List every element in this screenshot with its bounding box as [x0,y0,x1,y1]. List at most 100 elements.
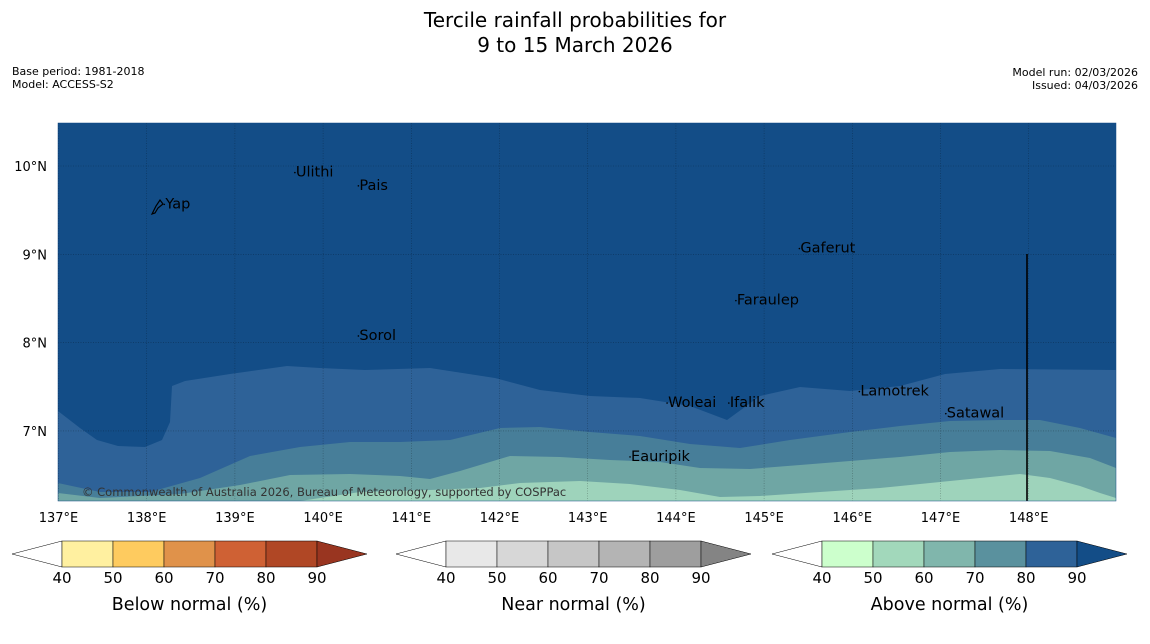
colorbar-tick-label: 80 [1016,569,1035,587]
place-label: Ifalik [730,395,765,411]
place-labels: Yap Ulithi Pais Gaferut Faraulep Sorol Lamotre… [163,165,1004,465]
colorbar: 40 50 60 70 80 90 Below normal (%) [11,540,368,615]
longitude-tick-label: 140°E [303,511,343,526]
colorbar-tick-label: 90 [307,569,326,587]
colorbar-segment [872,540,925,568]
island-marker [798,247,801,250]
probability-band-50 [300,474,1116,501]
colorbar-segment [649,540,702,568]
place-label: Sorol [359,328,396,344]
longitude-tick-label: 138°E [127,511,167,526]
longitude-tick-label: 144°E [656,511,696,526]
colorbar-segment [61,540,114,568]
colorbar-tick-label: 70 [205,569,224,587]
longitude-tick-labels: 137°E 138°E 139°E 140°E 141°E 142°E 143°E 144°E… [39,511,1049,526]
colorbar-tick-label: 50 [863,569,882,587]
colorbar-title: Near normal (%) [501,595,646,615]
island-marker [666,402,668,404]
latitude-tick-label: 8°N [23,337,48,352]
longitude-tick-label: 137°E [39,511,79,526]
colorbar-segment [547,540,600,568]
colorbar-tick-label: 70 [965,569,984,587]
colorbar-tick-label: 70 [589,569,608,587]
colorbar-under-extension [771,540,823,568]
colorbar-over-extension [1076,540,1128,568]
colorbar-segment [598,540,651,568]
colorbar: 40 50 60 70 80 90 Above normal (%) [771,540,1128,615]
colorbar-title: Above normal (%) [871,595,1029,615]
longitude-tick-label: 146°E [833,511,873,526]
latitude-tick-label: 10°N [14,160,47,175]
gridlines [58,123,1116,501]
colorbar-tick-label: 50 [103,569,122,587]
island-marker [735,299,737,302]
colorbar-tick-label: 90 [691,569,710,587]
place-label: Satawal [947,406,1004,422]
colorbar-tick-label: 40 [812,569,831,587]
colorbar-tick-label: 80 [256,569,275,587]
colorbar-segment [112,540,165,568]
island-marker [728,402,730,404]
colorbar-under-extension [395,540,447,568]
probability-map: Yap Ulithi Pais Gaferut Faraulep Sorol Lamotre… [58,123,1116,501]
base-period: Base period: 1981-2018 [12,65,145,78]
colorbar-under-extension [11,540,63,568]
colorbar-segment [445,540,498,568]
island-marker [357,185,360,187]
issued-date: Issued: 04/03/2026 [1031,79,1138,92]
map-frame [57,122,1117,502]
colorbar: 40 50 60 70 80 90 Near normal (%) [395,540,752,615]
longitude-tick-label: 142°E [480,511,520,526]
island-marker [629,456,631,458]
yap-island-shape [150,198,164,216]
colorbar-tick-label: 50 [487,569,506,587]
colorbar-tick-label: 60 [538,569,557,587]
island-marker [858,390,861,393]
longitude-tick-label: 147°E [921,511,961,526]
island-marker [294,171,296,174]
probability-band-60 [58,450,1116,501]
model-run: Model run: 02/03/2026 [1012,66,1138,79]
colorbar-segment [821,540,874,568]
latitude-tick-label: 9°N [23,248,48,263]
colorbar-segment [214,540,267,568]
colorbar-tick-label: 40 [52,569,71,587]
place-label: Faraulep [737,293,799,309]
colorbar-tick-label: 80 [640,569,659,587]
place-label: Pais [359,178,388,194]
title-line-2: 9 to 15 March 2026 [477,33,673,57]
colorbar-segment [1025,540,1078,568]
copyright-notice: © Commonwealth of Australia 2026, Bureau… [82,485,566,499]
colorbars: 40 50 60 70 80 90 Below normal (%) 40 50 60 70 80 90… [11,540,1128,615]
longitude-tick-label: 141°E [392,511,432,526]
colorbar-tick-label: 40 [436,569,455,587]
colorbar-over-extension [316,540,368,568]
longitude-tick-label: 145°E [744,511,784,526]
place-label: Eauripik [631,449,690,465]
island-marker [163,203,166,206]
colorbar-tick-label: 90 [1067,569,1086,587]
map-title: Tercile rainfall probabilities for 9 to … [0,8,1150,58]
longitude-tick-label: 148°E [1009,511,1049,526]
colorbar-tick-label: 60 [154,569,173,587]
place-label: Ulithi [296,165,334,181]
colorbar-segment [265,540,318,568]
island-marker [944,412,947,415]
colorbar-segment [163,540,216,568]
model-name: Model: ACCESS-S2 [12,78,114,91]
longitude-tick-label: 139°E [215,511,255,526]
island-marker [357,335,360,337]
place-label: Gaferut [800,241,855,257]
colorbar-segment [923,540,976,568]
run-info: Model run: 02/03/2026 Issued: 04/03/2026 [1012,66,1138,92]
latitude-tick-labels: 10°N 9°N 8°N 7°N [14,160,47,440]
colorbar-tick-label: 60 [914,569,933,587]
colorbar-segment [496,540,549,568]
title-line-1: Tercile rainfall probabilities for [423,8,727,32]
latitude-tick-label: 7°N [23,425,48,440]
place-label: Yap [164,196,190,212]
base-info: Base period: 1981-2018 Model: ACCESS-S2 [12,65,144,91]
colorbar-over-extension [700,540,752,568]
place-label: Lamotrek [860,384,929,400]
